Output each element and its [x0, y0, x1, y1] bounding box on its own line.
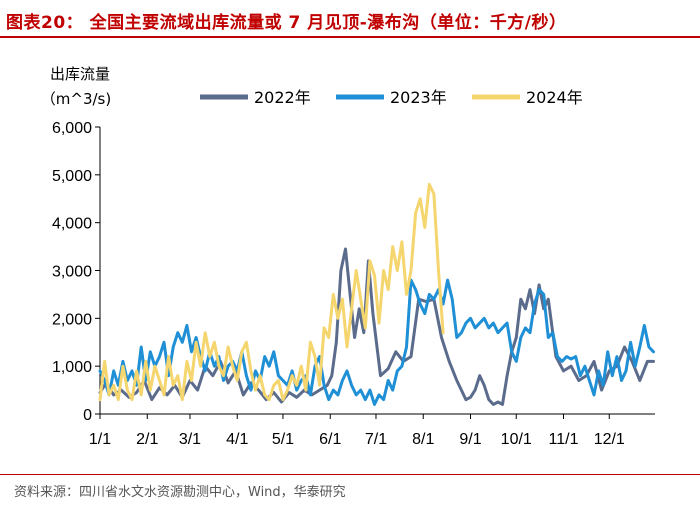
- series-line-2024: [98, 182, 445, 402]
- y-axis-label-line1: 出库流量: [50, 65, 110, 83]
- plot-area: [98, 182, 655, 406]
- y-tick-label: 5,000: [52, 168, 92, 185]
- chart-title: 图表20： 全国主要流域出库流量或 7 月见顶-瀑布沟（单位：千方/秒）: [6, 13, 567, 33]
- y-tick-label: 0: [83, 407, 92, 424]
- source-note: 资料来源：四川省水文水资源勘测中心，Wind，华泰研究: [14, 485, 346, 500]
- legend: 2022年 2023年 2024年: [200, 88, 583, 107]
- y-tick-label: 6,000: [52, 120, 92, 137]
- series-line-2023: [98, 278, 655, 406]
- x-tick-label: 12/1: [594, 431, 625, 448]
- y-tick-label: 2,000: [52, 311, 92, 328]
- title-rule: [0, 36, 700, 38]
- y-tick-label: 1,000: [52, 359, 92, 376]
- y-tick-label: 4,000: [52, 216, 92, 233]
- x-tick-label: 1/1: [89, 431, 111, 448]
- x-tick-label: 8/1: [412, 431, 434, 448]
- legend-label: 2022年: [254, 88, 311, 107]
- x-tick-label: 6/1: [319, 431, 341, 448]
- x-tick-label: 5/1: [272, 431, 294, 448]
- footer-rule: [0, 474, 700, 475]
- line-chart: 出库流量 （m^3/s) 2022年 2023年 2024年 0 1,000 2,000…: [41, 65, 655, 448]
- x-tick-label: 4/1: [226, 431, 248, 448]
- x-tick-label: 7/1: [365, 431, 387, 448]
- title-bar: 图表20： 全国主要流域出库流量或 7 月见顶-瀑布沟（单位：千方/秒）: [0, 0, 700, 38]
- x-tick-label: 9/1: [459, 431, 481, 448]
- x-tick-label: 11/1: [549, 431, 579, 448]
- y-tick-label: 3,000: [52, 264, 92, 281]
- legend-label: 2023年: [390, 88, 447, 107]
- x-tick-label: 10/1: [501, 431, 532, 448]
- x-tick-label: 3/1: [179, 431, 201, 448]
- x-tick-label: 2/1: [136, 431, 158, 448]
- legend-label: 2024年: [526, 88, 583, 107]
- y-axis-label-line2: （m^3/s): [41, 90, 111, 108]
- axes: 0 1,000 2,000 3,000 4,000 5,000 6,000 1/1 2/1 3/1…: [52, 120, 655, 448]
